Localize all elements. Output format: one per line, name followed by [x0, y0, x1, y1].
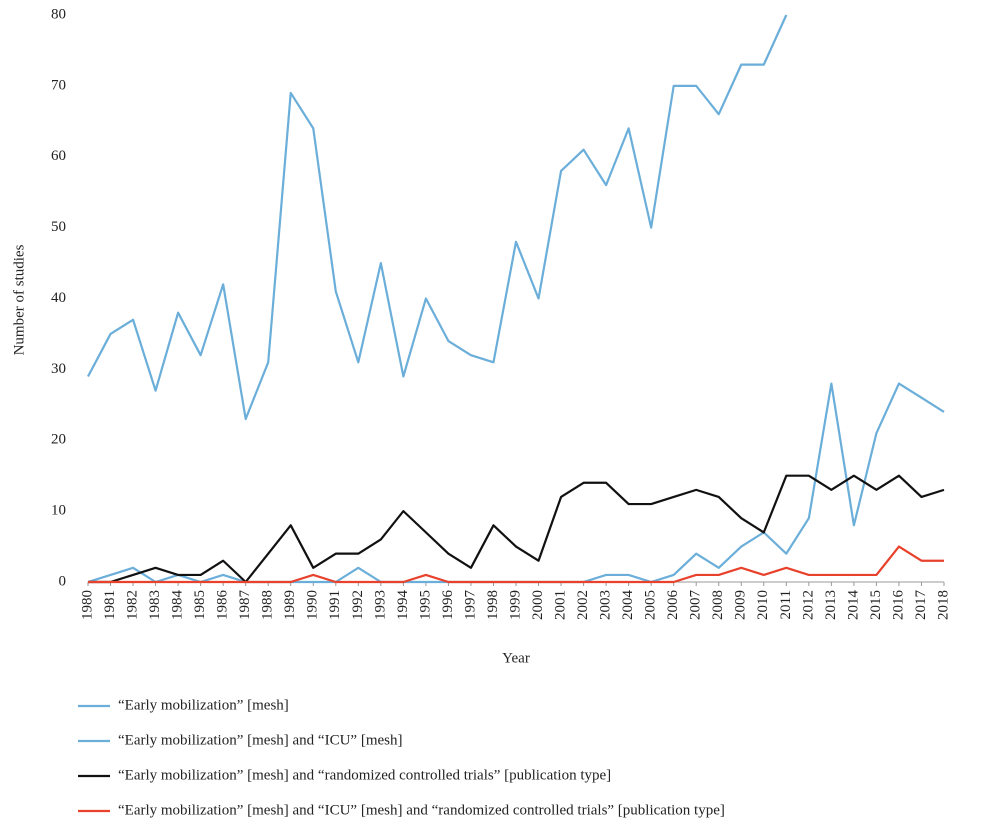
x-tick-label: 2014 — [845, 590, 861, 621]
y-tick-label: 30 — [51, 361, 66, 377]
x-tick-label: 2010 — [755, 590, 771, 620]
x-tick-label: 2017 — [913, 590, 929, 621]
legend-label: “Early mobilization” [mesh] and “ICU” [m… — [118, 732, 402, 748]
x-tick-label: 2000 — [530, 590, 546, 620]
legend-label: “Early mobilization” [mesh] and “ICU” [m… — [118, 802, 725, 818]
x-tick-label: 2003 — [598, 590, 614, 620]
x-tick-label: 1981 — [102, 590, 118, 620]
x-tick-label: 2012 — [800, 590, 816, 620]
x-tick-label: 2007 — [688, 590, 704, 621]
x-tick-label: 1985 — [192, 590, 208, 620]
x-tick-label: 1984 — [170, 590, 186, 621]
x-tick-label: 2008 — [710, 590, 726, 620]
x-tick-label: 2016 — [890, 590, 906, 621]
x-tick-label: 1986 — [215, 590, 231, 621]
x-tick-label: 2001 — [552, 590, 568, 620]
y-axis-label: Number of studies — [11, 244, 27, 355]
x-tick-label: 1996 — [440, 590, 456, 621]
x-axis-label: Year — [502, 650, 530, 666]
x-tick-label: 1988 — [260, 590, 276, 620]
x-tick-label: 2002 — [575, 590, 591, 620]
x-tick-label: 1989 — [282, 590, 298, 620]
x-tick-label: 1980 — [79, 590, 95, 620]
x-tick-label: 1983 — [147, 590, 163, 620]
y-tick-label: 50 — [51, 219, 66, 235]
x-tick-label: 2004 — [620, 590, 636, 621]
x-tick-label: 1993 — [372, 590, 388, 620]
x-tick-label: 1982 — [124, 590, 140, 620]
x-tick-label: 2018 — [935, 590, 951, 620]
x-tick-label: 1991 — [327, 590, 343, 620]
y-tick-label: 0 — [59, 573, 67, 589]
series-line — [87, 14, 788, 421]
x-tick-label: 1992 — [350, 590, 366, 620]
x-tick-label: 1999 — [507, 590, 523, 620]
x-tick-label: 2015 — [868, 590, 884, 620]
legend-label: “Early mobilization” [mesh] — [118, 697, 289, 713]
series-line — [88, 545, 944, 584]
x-tick-label: 2005 — [643, 590, 659, 620]
x-tick-label: 1987 — [237, 590, 253, 621]
legend-label: “Early mobilization” [mesh] and “randomi… — [118, 767, 611, 783]
x-tick-label: 1997 — [462, 590, 478, 621]
x-tick-label: 1998 — [485, 590, 501, 620]
y-tick-label: 10 — [51, 503, 66, 519]
y-tick-label: 80 — [51, 6, 66, 22]
x-tick-label: 2009 — [733, 590, 749, 620]
x-tick-label: 1994 — [395, 590, 411, 621]
series-line — [88, 474, 945, 584]
y-tick-label: 60 — [51, 148, 66, 164]
x-tick-label: 2006 — [665, 590, 681, 621]
x-tick-label: 2013 — [823, 590, 839, 620]
x-tick-label: 1995 — [417, 590, 433, 620]
y-tick-label: 70 — [51, 77, 66, 93]
y-tick-label: 40 — [51, 290, 66, 306]
x-tick-label: 2011 — [778, 590, 794, 619]
series-line — [87, 382, 945, 584]
y-tick-label: 20 — [51, 432, 66, 448]
x-tick-label: 1990 — [305, 590, 321, 620]
